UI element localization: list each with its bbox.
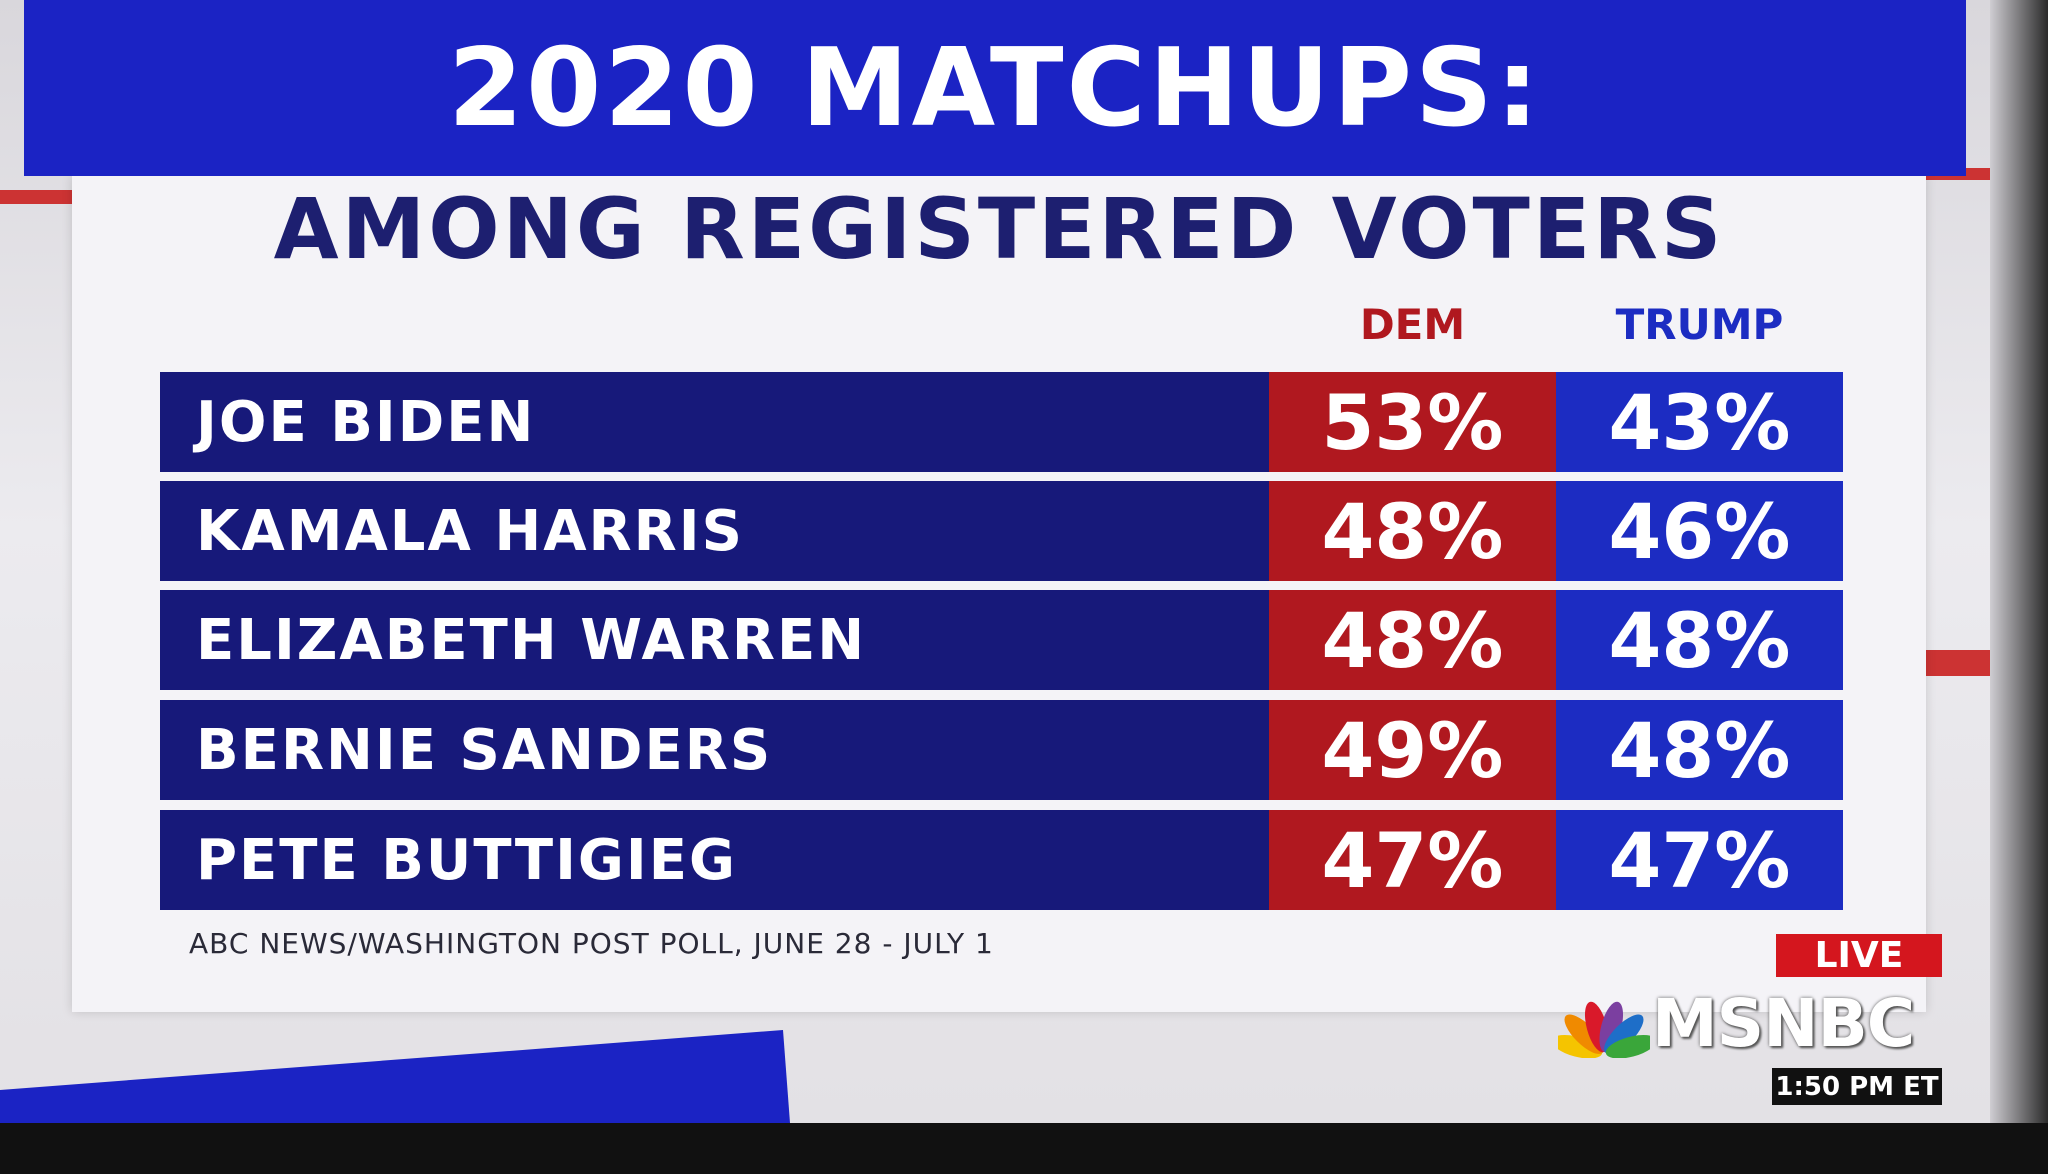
dem-value: 47%: [1269, 810, 1556, 910]
subtitle: AMONG REGISTERED VOTERS: [273, 180, 1725, 278]
dem-value: 49%: [1269, 700, 1556, 800]
dem-value: 48%: [1269, 481, 1556, 581]
trump-value: 46%: [1556, 481, 1843, 581]
table-row: JOE BIDEN 53% 43%: [160, 372, 1843, 472]
trump-value: 48%: [1556, 590, 1843, 690]
trump-value: 43%: [1556, 372, 1843, 472]
clock: 1:50 PM ET: [1772, 1068, 1942, 1105]
candidate-name: ELIZABETH WARREN: [160, 590, 1269, 690]
candidate-name: PETE BUTTIGIEG: [160, 810, 1269, 910]
dem-value: 53%: [1269, 372, 1556, 472]
network-logo: MSNBC: [1652, 985, 1915, 1062]
candidate-name: KAMALA HARRIS: [160, 481, 1269, 581]
column-header: DEM: [1359, 300, 1466, 349]
source: ABC NEWS/WASHINGTON POST POLL, JUNE 28 -…: [189, 927, 994, 960]
table-row: PETE BUTTIGIEG 47% 47%: [160, 810, 1843, 910]
bezel: [1990, 0, 2048, 1174]
live-badge: LIVE: [1776, 934, 1942, 977]
blue-shape: [0, 1030, 790, 1123]
bezel: [0, 1123, 2048, 1174]
table-row: BERNIE SANDERS 49% 48%: [160, 700, 1843, 800]
trump-value: 48%: [1556, 700, 1843, 800]
column-header: TRUMP: [1615, 300, 1784, 349]
table-row: ELIZABETH WARREN 48% 48%: [160, 590, 1843, 690]
table-row: KAMALA HARRIS 48% 46%: [160, 481, 1843, 581]
title: 2020 MATCHUPS:: [24, 0, 1966, 176]
dem-value: 48%: [1269, 590, 1556, 690]
trump-value: 47%: [1556, 810, 1843, 910]
peacock-logo: [1558, 1001, 1650, 1058]
red-stripe: [0, 190, 72, 204]
candidate-name: BERNIE SANDERS: [160, 700, 1269, 800]
red-stripe: [1920, 650, 1990, 676]
candidate-name: JOE BIDEN: [160, 372, 1269, 472]
